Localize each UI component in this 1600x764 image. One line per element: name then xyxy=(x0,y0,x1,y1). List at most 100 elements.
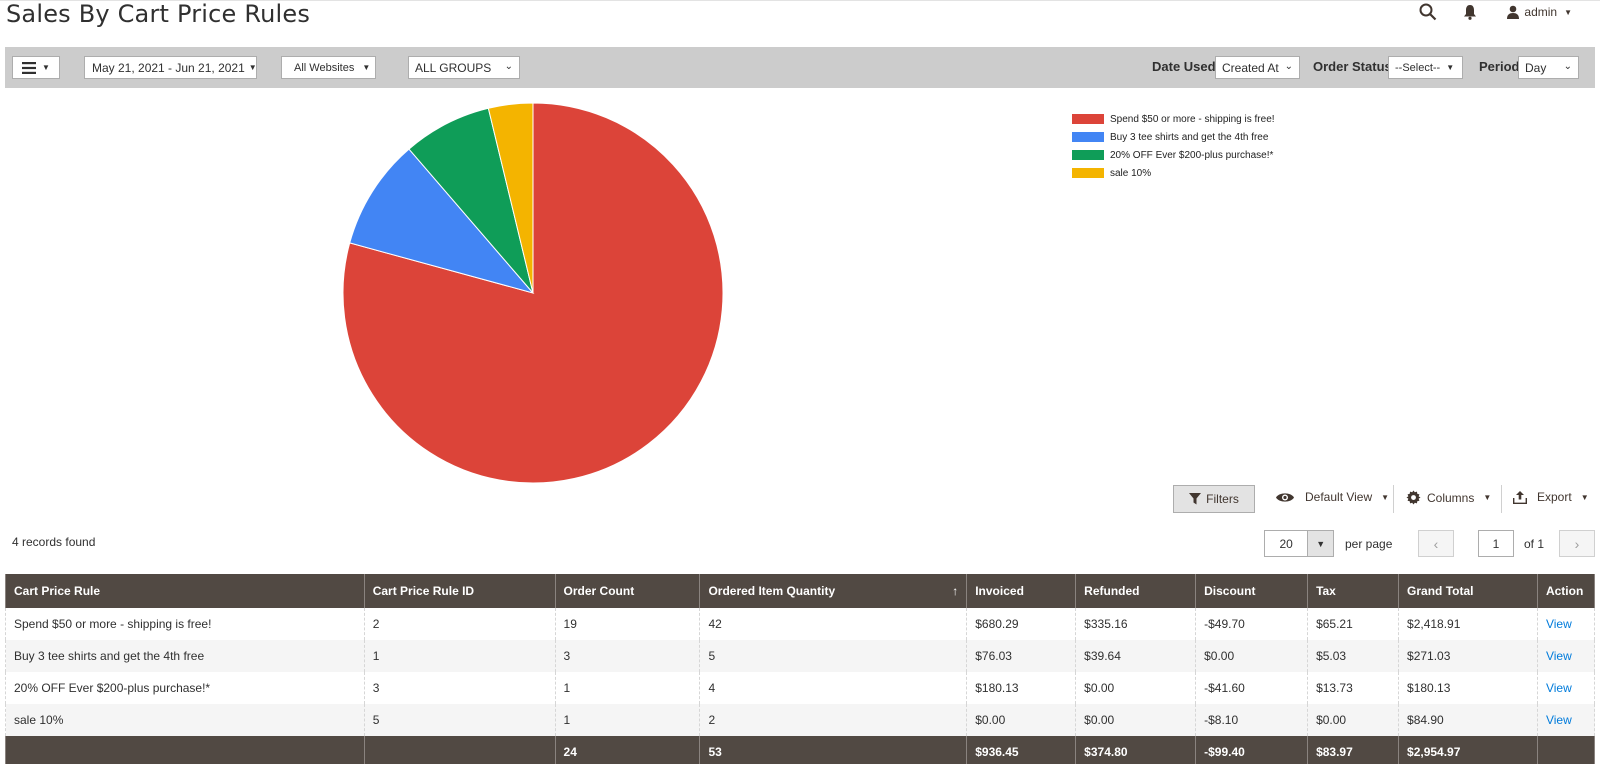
export-label: Export xyxy=(1537,490,1572,504)
gear-icon xyxy=(1406,490,1421,505)
websites-select[interactable]: All Websites ▼ xyxy=(281,56,376,79)
date-used-value: Created At xyxy=(1222,60,1279,75)
per-page-selector[interactable]: 20 ▼ xyxy=(1264,530,1334,557)
table-cell: $0.00 xyxy=(1195,640,1309,672)
order-status-select[interactable]: --Select-- ▼ xyxy=(1388,56,1463,79)
legend-item: 20% OFF Ever $200-plus purchase!* xyxy=(1072,146,1275,164)
table-cell: $180.13 xyxy=(1398,672,1538,704)
search-icon[interactable] xyxy=(1418,2,1438,22)
user-icon xyxy=(1507,5,1520,19)
totals-cell: $936.45 xyxy=(966,736,1077,764)
column-header-label: Ordered Item Quantity xyxy=(708,584,836,598)
legend-swatch xyxy=(1072,132,1104,142)
menu-toggle-button[interactable]: ▼ xyxy=(12,56,60,79)
legend-item: sale 10% xyxy=(1072,164,1275,182)
table-cell: $0.00 xyxy=(1075,704,1197,736)
period-label: Period xyxy=(1479,59,1520,74)
period-value: Day xyxy=(1525,60,1547,75)
default-view-menu[interactable]: Default View ▼ xyxy=(1275,490,1389,504)
totals-cell: $83.97 xyxy=(1307,736,1400,764)
column-header-ordered-item-quantity[interactable]: Ordered Item Quantity ↑ xyxy=(699,574,968,608)
date-range-value: May 21, 2021 - Jun 21, 2021 xyxy=(92,60,245,75)
chevron-down-icon: ▼ xyxy=(42,63,50,72)
legend-swatch xyxy=(1072,114,1104,124)
table-cell: Spend $50 or more - shipping is free! xyxy=(5,608,365,640)
legend-label: 20% OFF Ever $200-plus purchase!* xyxy=(1110,149,1274,161)
view-link[interactable]: View xyxy=(1545,681,1572,695)
table-cell: 2 xyxy=(699,704,968,736)
report-toolbar: ▼ May 21, 2021 - Jun 21, 2021 ▼ All Webs… xyxy=(5,47,1595,88)
table-cell: $84.90 xyxy=(1398,704,1538,736)
legend-item: Buy 3 tee shirts and get the 4th free xyxy=(1072,128,1275,146)
date-used-label: Date Used xyxy=(1152,59,1216,74)
table-cell: 5 xyxy=(363,704,556,736)
groups-value: ALL GROUPS xyxy=(415,60,492,75)
per-page-dropdown-button[interactable]: ▼ xyxy=(1307,531,1333,556)
column-header-cart-price-rule-id[interactable]: Cart Price Rule ID xyxy=(363,574,556,608)
filters-button[interactable]: Filters xyxy=(1173,485,1255,513)
view-link[interactable]: View xyxy=(1545,649,1572,663)
column-header-cart-price-rule[interactable]: Cart Price Rule xyxy=(5,574,365,608)
order-status-value: --Select-- xyxy=(1395,61,1441,74)
column-header-tax[interactable]: Tax xyxy=(1307,574,1400,608)
table-cell: $0.00 xyxy=(1307,704,1400,736)
export-menu[interactable]: Export ▼ xyxy=(1513,490,1589,504)
chevron-down-icon: ▼ xyxy=(1483,493,1492,502)
table-cell: sale 10% xyxy=(5,704,365,736)
table-cell: View xyxy=(1536,672,1596,704)
view-link[interactable]: View xyxy=(1545,713,1572,727)
table-cell: Buy 3 tee shirts and get the 4th free xyxy=(5,640,365,672)
legend-label: sale 10% xyxy=(1110,167,1152,179)
default-view-label: Default View xyxy=(1305,490,1373,504)
chevron-down-icon: ▼ xyxy=(362,63,371,72)
grid-actions: Filters Default View ▼ Columns ▼ Export … xyxy=(0,485,1600,515)
chevron-right-icon: › xyxy=(1574,535,1580,552)
grid-header-row: Cart Price Rule Cart Price Rule ID Order… xyxy=(5,574,1596,608)
admin-user-menu[interactable]: admin ▼ xyxy=(1506,5,1572,19)
column-header-invoiced[interactable]: Invoiced xyxy=(966,574,1077,608)
totals-cell: $2,954.97 xyxy=(1398,736,1538,764)
period-select[interactable]: Day ⌄ xyxy=(1518,56,1579,79)
date-range-picker[interactable]: May 21, 2021 - Jun 21, 2021 ▼ xyxy=(84,56,257,79)
view-link[interactable]: View xyxy=(1545,617,1572,631)
totals-cell: 53 xyxy=(699,736,968,764)
date-used-select[interactable]: Created At ⌄ xyxy=(1215,56,1300,79)
order-status-label: Order Status xyxy=(1313,59,1392,74)
table-cell: $5.03 xyxy=(1307,640,1400,672)
table-cell: View xyxy=(1536,640,1596,672)
totals-cell: -$99.40 xyxy=(1195,736,1309,764)
pie-chart xyxy=(342,102,724,484)
chart-legend: Spend $50 or more - shipping is free! Buy… xyxy=(1072,110,1275,182)
table-cell: 19 xyxy=(554,608,701,640)
export-icon xyxy=(1513,490,1527,504)
column-header-refunded[interactable]: Refunded xyxy=(1075,574,1197,608)
legend-swatch xyxy=(1072,150,1104,160)
per-page-value: 20 xyxy=(1279,536,1293,551)
chevron-down-icon: ⌄ xyxy=(1284,61,1293,72)
filters-label: Filters xyxy=(1206,492,1239,506)
chevron-down-icon: ▼ xyxy=(1564,7,1572,17)
columns-menu[interactable]: Columns ▼ xyxy=(1406,490,1491,505)
eye-icon xyxy=(1276,492,1294,502)
column-header-order-count[interactable]: Order Count xyxy=(554,574,701,608)
table-cell: $39.64 xyxy=(1075,640,1197,672)
table-cell: $76.03 xyxy=(966,640,1077,672)
chevron-down-icon: ▼ xyxy=(1316,538,1326,549)
filter-icon xyxy=(1189,493,1202,505)
notifications-bell-icon[interactable] xyxy=(1460,2,1480,22)
legend-item: Spend $50 or more - shipping is free! xyxy=(1072,110,1275,128)
chevron-down-icon: ▼ xyxy=(248,63,257,72)
customer-groups-select[interactable]: ALL GROUPS ⌄ xyxy=(408,56,520,79)
prev-page-button[interactable]: ‹ xyxy=(1418,530,1454,557)
legend-label: Buy 3 tee shirts and get the 4th free xyxy=(1110,131,1269,143)
totals-cell xyxy=(1536,736,1596,764)
column-header-grand-total[interactable]: Grand Total xyxy=(1398,574,1538,608)
chevron-left-icon: ‹ xyxy=(1433,535,1439,552)
table-row: Buy 3 tee shirts and get the 4th free 1 3 5… xyxy=(5,640,1596,672)
next-page-button[interactable]: › xyxy=(1559,530,1595,557)
column-header-discount[interactable]: Discount xyxy=(1195,574,1309,608)
table-cell: 3 xyxy=(363,672,556,704)
page-number-input[interactable]: 1 xyxy=(1478,530,1514,557)
table-cell: -$49.70 xyxy=(1195,608,1309,640)
table-cell: $180.13 xyxy=(966,672,1077,704)
